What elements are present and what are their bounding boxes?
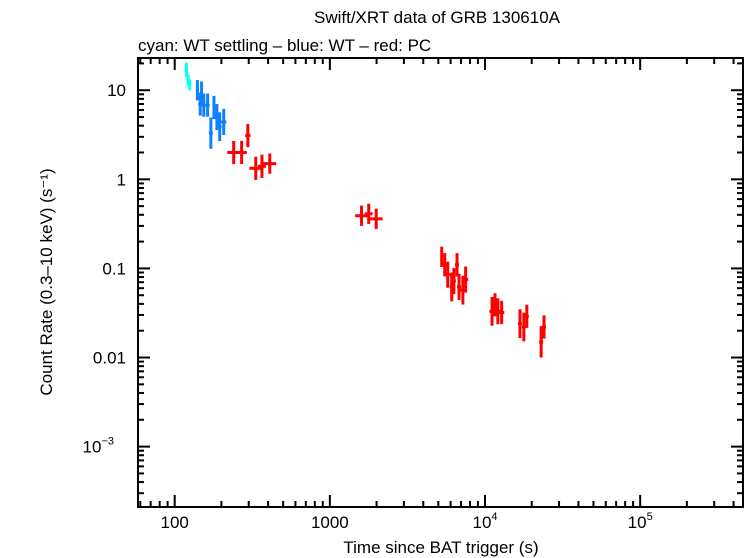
x-tick-label: 100: [161, 513, 189, 532]
y-tick-label: 0.1: [102, 259, 126, 278]
y-tick-label: 1: [117, 170, 126, 189]
y-tick-label: 10: [107, 81, 126, 100]
chart-title: Swift/XRT data of GRB 130610A: [314, 8, 561, 27]
y-axis-label: Count Rate (0.3–10 keV) (s⁻¹): [37, 168, 56, 395]
x-tick-exponent: 4: [491, 511, 497, 523]
series-wt: [195, 80, 227, 149]
x-tick-label: 105: [628, 511, 653, 532]
series-pc: [227, 123, 546, 358]
x-tick-exponent: 5: [647, 511, 653, 523]
y-tick-label: 10−3: [83, 436, 114, 457]
plot-frame: [137, 57, 744, 508]
y-tick-label: 0.01: [93, 349, 126, 368]
x-tick-label: 1000: [311, 513, 349, 532]
chart-subtitle: cyan: WT settling – blue: WT – red: PC: [138, 36, 431, 55]
x-axis-label: Time since BAT trigger (s): [343, 538, 538, 557]
y-tick-exponent: −3: [101, 436, 114, 448]
series-wt-settling: [184, 62, 192, 91]
x-tick-label: 104: [472, 511, 497, 532]
